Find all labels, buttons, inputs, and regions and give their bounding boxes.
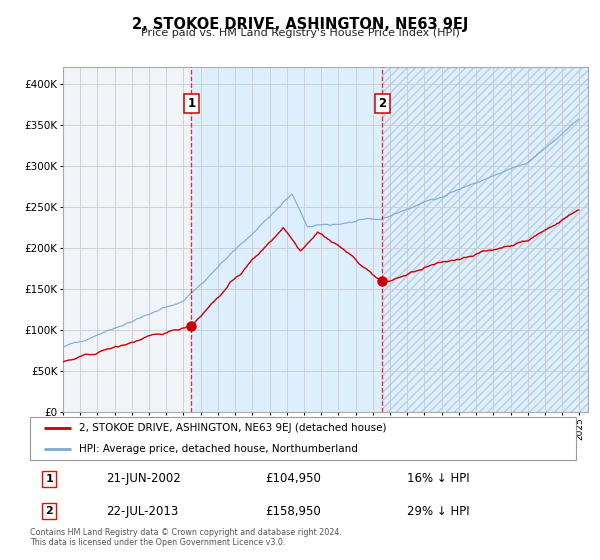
Text: 16% ↓ HPI: 16% ↓ HPI <box>407 472 469 485</box>
Text: £158,950: £158,950 <box>265 505 320 518</box>
Text: 1: 1 <box>45 474 53 484</box>
Text: 1: 1 <box>187 97 196 110</box>
Text: Price paid vs. HM Land Registry's House Price Index (HPI): Price paid vs. HM Land Registry's House … <box>140 28 460 38</box>
Text: 2: 2 <box>45 506 53 516</box>
Text: 21-JUN-2002: 21-JUN-2002 <box>106 472 181 485</box>
Text: 2, STOKOE DRIVE, ASHINGTON, NE63 9EJ: 2, STOKOE DRIVE, ASHINGTON, NE63 9EJ <box>132 17 468 32</box>
Text: HPI: Average price, detached house, Northumberland: HPI: Average price, detached house, Nort… <box>79 444 358 454</box>
Text: 29% ↓ HPI: 29% ↓ HPI <box>407 505 469 518</box>
FancyBboxPatch shape <box>30 417 576 460</box>
Text: 2, STOKOE DRIVE, ASHINGTON, NE63 9EJ (detached house): 2, STOKOE DRIVE, ASHINGTON, NE63 9EJ (de… <box>79 423 386 433</box>
Bar <box>191 67 382 412</box>
Text: £104,950: £104,950 <box>265 472 320 485</box>
Text: This data is licensed under the Open Government Licence v3.0.: This data is licensed under the Open Gov… <box>30 538 286 547</box>
Text: 22-JUL-2013: 22-JUL-2013 <box>106 505 179 518</box>
Text: Contains HM Land Registry data © Crown copyright and database right 2024.: Contains HM Land Registry data © Crown c… <box>30 528 342 536</box>
Polygon shape <box>382 67 588 412</box>
Text: 2: 2 <box>378 97 386 110</box>
